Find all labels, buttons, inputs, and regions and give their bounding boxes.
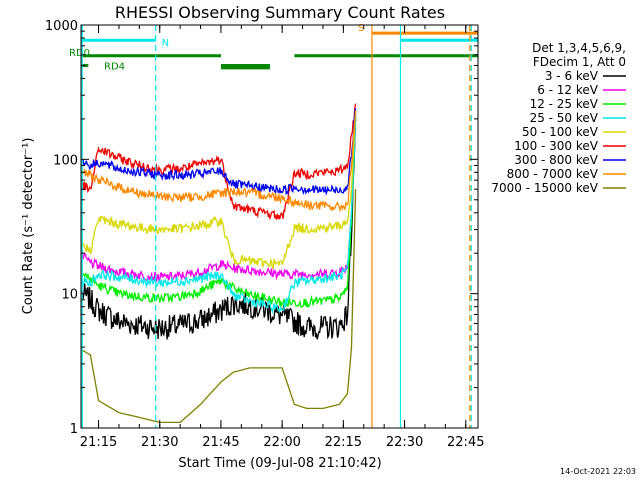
series-line-2 — [81, 115, 357, 309]
legend-entry-label: 100 - 300 keV — [514, 139, 598, 153]
x-tick-label: 22:45 — [447, 435, 484, 450]
x-ticks: 21:15 21:30 21:45 22:00 22:15 22:30 22:45 — [80, 25, 484, 450]
series-line-7 — [81, 110, 357, 213]
series-line-3 — [81, 114, 357, 315]
series-line-5 — [81, 103, 357, 221]
series-line-6 — [81, 108, 357, 197]
legend-entry-label: 300 - 800 keV — [514, 153, 598, 167]
legend-entry-label: 50 - 100 keV — [522, 125, 599, 139]
legend-header-1: Det 1,3,4,5,6,9, — [532, 41, 626, 55]
legend-entry-label: 7000 - 15000 keV — [491, 181, 598, 195]
y-tick-label: 100 — [53, 153, 78, 168]
x-tick-label: 21:15 — [80, 435, 117, 450]
legend: Det 1,3,4,5,6,9, FDecim 1, Att 0 3 - 6 k… — [491, 41, 626, 195]
flag-label-rd4: RD4 — [104, 61, 125, 72]
y-ticks: 1 10 100 1000 — [45, 19, 478, 437]
y-tick-label: 10 — [61, 288, 78, 303]
y-tick-label: 1 — [70, 422, 78, 437]
legend-entry-label: 12 - 25 keV — [530, 97, 599, 111]
series-line-0 — [81, 118, 357, 340]
legend-header-2: FDecim 1, Att 0 — [533, 55, 626, 69]
flag-bars: N RD0 RD4 S — [69, 23, 478, 72]
footer-date: 14-Oct-2021 22:03 — [560, 467, 636, 476]
y-tick-label: 1000 — [45, 19, 78, 34]
x-axis-label: Start Time (09-Jul-08 21:10:42) — [178, 456, 381, 471]
flag-label-rd0: RD0 — [69, 48, 90, 59]
series-line-1 — [81, 113, 357, 283]
series-line-8 — [81, 189, 357, 424]
x-tick-label: 22:15 — [325, 435, 362, 450]
legend-entry-label: 6 - 12 keV — [537, 83, 599, 97]
vertical-markers — [81, 25, 472, 428]
x-tick-label: 21:30 — [141, 435, 178, 450]
series-lines — [81, 103, 357, 424]
plot-frame — [80, 24, 479, 429]
x-tick-label: 22:00 — [263, 435, 300, 450]
legend-entry-label: 800 - 7000 keV — [507, 167, 599, 181]
legend-entry-label: 25 - 50 keV — [530, 111, 599, 125]
x-tick-label: 21:45 — [202, 435, 239, 450]
y-axis-label: Count Rate (s⁻¹ detector⁻¹) — [21, 138, 36, 315]
series-line-4 — [81, 110, 357, 270]
flag-label-n: N — [162, 38, 169, 49]
x-tick-label: 22:30 — [386, 435, 423, 450]
chart-title: RHESSI Observing Summary Count Rates — [115, 3, 445, 22]
legend-entry-label: 3 - 6 keV — [545, 69, 599, 83]
flag-label-s: S — [358, 23, 364, 34]
